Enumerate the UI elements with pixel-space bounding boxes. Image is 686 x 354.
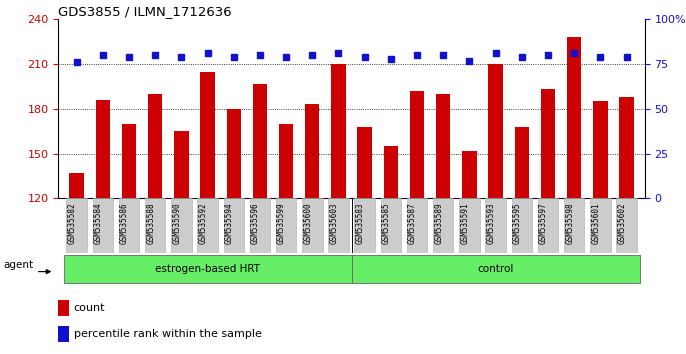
Bar xyxy=(58,326,69,342)
Bar xyxy=(331,64,346,198)
Text: GSM535603: GSM535603 xyxy=(329,202,338,244)
Text: GSM535587: GSM535587 xyxy=(408,202,417,244)
Text: GSM535598: GSM535598 xyxy=(565,202,574,244)
Bar xyxy=(148,94,163,198)
Bar xyxy=(512,198,532,253)
Bar xyxy=(433,198,453,253)
Text: GSM535599: GSM535599 xyxy=(277,202,286,244)
Text: GSM535600: GSM535600 xyxy=(303,202,312,244)
Text: estrogen-based HRT: estrogen-based HRT xyxy=(155,264,260,274)
Bar xyxy=(279,124,294,198)
Bar xyxy=(145,198,165,253)
Bar xyxy=(462,150,477,198)
Bar xyxy=(276,198,296,253)
Bar xyxy=(541,90,555,198)
Bar xyxy=(122,124,137,198)
Text: GSM535597: GSM535597 xyxy=(539,202,548,244)
Bar xyxy=(302,198,322,253)
Bar xyxy=(486,198,506,253)
Bar xyxy=(252,84,267,198)
Bar xyxy=(64,255,351,283)
Text: count: count xyxy=(74,303,105,313)
Text: GSM535588: GSM535588 xyxy=(146,202,155,244)
Bar xyxy=(69,173,84,198)
Text: GSM535584: GSM535584 xyxy=(94,202,103,244)
Text: GSM535583: GSM535583 xyxy=(355,202,365,244)
Bar xyxy=(198,198,217,253)
Bar xyxy=(226,109,241,198)
Text: GSM535594: GSM535594 xyxy=(225,202,234,244)
Bar xyxy=(224,198,244,253)
Bar xyxy=(174,131,189,198)
Bar xyxy=(95,100,110,198)
Bar xyxy=(564,198,584,253)
Text: GSM535595: GSM535595 xyxy=(512,202,522,244)
Text: GDS3855 / ILMN_1712636: GDS3855 / ILMN_1712636 xyxy=(58,5,232,18)
Bar xyxy=(172,198,191,253)
Bar xyxy=(351,255,639,283)
Bar xyxy=(514,127,529,198)
Bar xyxy=(619,97,634,198)
Bar xyxy=(381,198,401,253)
Bar xyxy=(357,127,372,198)
Text: percentile rank within the sample: percentile rank within the sample xyxy=(74,329,261,339)
Bar xyxy=(567,37,581,198)
Text: GSM535589: GSM535589 xyxy=(434,202,443,244)
Bar xyxy=(616,198,637,253)
Bar xyxy=(93,198,113,253)
Text: GSM535586: GSM535586 xyxy=(120,202,129,244)
Bar xyxy=(305,104,320,198)
Text: GSM535590: GSM535590 xyxy=(172,202,181,244)
Bar xyxy=(383,146,398,198)
Text: GSM535582: GSM535582 xyxy=(68,202,77,244)
Text: GSM535601: GSM535601 xyxy=(591,202,600,244)
Bar xyxy=(436,94,451,198)
Bar xyxy=(58,300,69,316)
Bar xyxy=(488,64,503,198)
Bar xyxy=(329,198,348,253)
Text: control: control xyxy=(477,264,514,274)
Bar xyxy=(538,198,558,253)
Bar xyxy=(200,72,215,198)
Text: GSM535602: GSM535602 xyxy=(617,202,626,244)
Text: GSM535591: GSM535591 xyxy=(460,202,469,244)
Bar xyxy=(407,198,427,253)
Text: GSM535593: GSM535593 xyxy=(486,202,495,244)
Text: GSM535592: GSM535592 xyxy=(198,202,208,244)
Bar xyxy=(67,198,87,253)
Bar xyxy=(355,198,375,253)
Text: GSM535585: GSM535585 xyxy=(382,202,391,244)
Bar xyxy=(590,198,611,253)
Bar xyxy=(593,101,608,198)
Bar xyxy=(119,198,139,253)
Bar xyxy=(410,91,424,198)
Bar xyxy=(250,198,270,253)
Bar xyxy=(459,198,480,253)
Text: agent: agent xyxy=(3,260,33,270)
Text: GSM535596: GSM535596 xyxy=(251,202,260,244)
